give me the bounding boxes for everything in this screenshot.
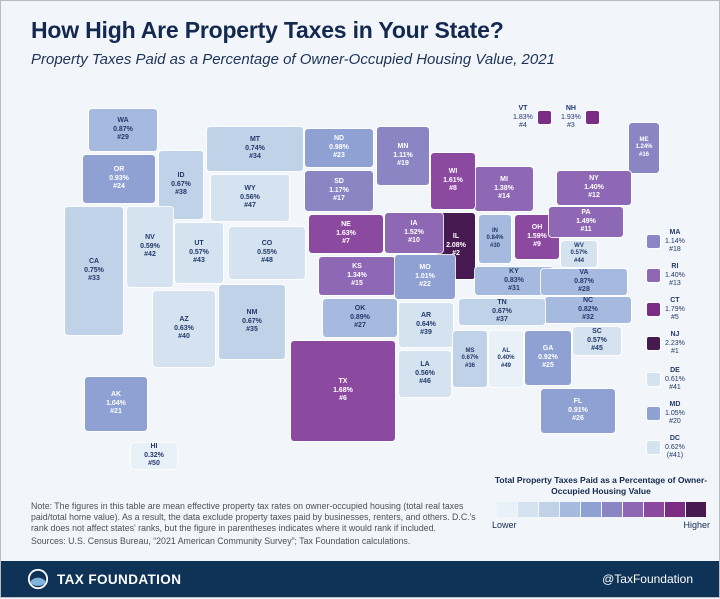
legend-swatch-5	[601, 502, 622, 517]
state-tile-AL: AL 0.40% #49	[489, 331, 523, 387]
state-tile-AR: AR 0.64% #39	[399, 303, 453, 347]
legend-swatch-3	[559, 502, 580, 517]
sources-text: Sources: U.S. Census Bureau, “2021 Ameri…	[31, 536, 411, 546]
state-tile-NC: NC 0.82% #32	[545, 297, 631, 323]
state-swatch-DC	[647, 441, 660, 455]
state-tile-NE: NE 1.63% #7	[309, 215, 383, 253]
state-tile-MI: MI 1.38% #14	[475, 167, 533, 211]
state-tile-KS: KS 1.34% #15	[319, 257, 395, 295]
state-tile-NM: NM 0.67% #35	[219, 285, 285, 359]
state-tile-GA: GA 0.92% #25	[525, 331, 571, 385]
legend-higher-label: Higher	[683, 520, 710, 530]
state-label-NH: NH 1.93% #3	[561, 105, 581, 129]
twitter-handle[interactable]: @TaxFoundation	[602, 572, 693, 586]
state-tile-OK: OK 0.89% #27	[323, 299, 397, 337]
state-tile-TX: TX 1.68% #6	[291, 341, 395, 441]
legend-swatch-1	[517, 502, 538, 517]
state-tile-ME: ME 1.24% #16	[629, 123, 659, 173]
state-swatch-MD	[647, 407, 660, 421]
state-callout-VT: VT 1.83% #4	[513, 105, 551, 131]
state-tile-MT: MT 0.74% #34	[207, 127, 303, 171]
legend-swatch-8	[664, 502, 685, 517]
state-callout-MA: MA 1.14% #18	[647, 229, 685, 255]
state-swatch-DE	[647, 373, 660, 387]
state-callout-NJ: NJ 2.23% #1	[647, 331, 685, 357]
footer-bar: TAX FOUNDATION @TaxFoundation	[1, 561, 719, 597]
state-callout-NH: NH 1.93% #3	[561, 105, 599, 131]
state-tile-AZ: AZ 0.63% #40	[153, 291, 215, 367]
state-label-NJ: NJ 2.23% #1	[665, 331, 685, 355]
state-callout-RI: RI 1.40% #13	[647, 263, 685, 289]
state-tile-KY: KY 0.83% #31	[475, 267, 553, 295]
page-title: How High Are Property Taxes in Your Stat…	[31, 17, 504, 43]
state-tile-FL: FL 0.91% #26	[541, 389, 615, 433]
state-swatch-RI	[647, 269, 660, 283]
legend-swatch-0	[496, 502, 517, 517]
state-tile-UT: UT 0.57% #43	[175, 223, 223, 283]
state-swatch-NJ	[647, 337, 660, 351]
state-tile-TN: TN 0.67% #37	[459, 299, 545, 325]
state-tile-PA: PA 1.49% #11	[549, 207, 623, 237]
state-label-CT: CT 1.79% #5	[665, 297, 685, 321]
legend: Total Property Taxes Paid as a Percentag…	[489, 475, 713, 530]
state-label-DC: DC 0.62% (#41)	[665, 435, 685, 459]
state-callout-DE: DE 0.61% #41	[647, 367, 685, 393]
state-tile-LA: LA 0.56% #46	[399, 351, 451, 397]
state-tile-HI: HI 0.32% #50	[131, 443, 177, 469]
state-tile-SC: SC 0.57% #45	[573, 327, 621, 355]
state-callout-MD: MD 1.05% #20	[647, 401, 685, 427]
state-tile-IA: IA 1.52% #10	[385, 213, 443, 253]
state-tile-SD: SD 1.17% #17	[305, 171, 373, 211]
taxfoundation-logo-icon	[27, 568, 49, 590]
state-label-RI: RI 1.40% #13	[665, 263, 685, 287]
state-label-DE: DE 0.61% #41	[665, 367, 685, 391]
state-swatch-VT	[537, 111, 551, 125]
state-tile-AK: AK 1.04% #21	[85, 377, 147, 431]
state-tile-CO: CO 0.55% #48	[229, 227, 305, 279]
state-swatch-NH	[585, 111, 599, 125]
state-tile-CA: CA 0.75% #33	[65, 207, 123, 335]
state-tile-WY: WY 0.56% #47	[211, 175, 289, 221]
state-tile-MO: MO 1.01% #22	[395, 255, 455, 299]
state-tile-MS: MS 0.67% #36	[453, 331, 487, 387]
state-callout-CT: CT 1.79% #5	[647, 297, 685, 323]
state-tile-NV: NV 0.59% #42	[127, 207, 173, 287]
legend-swatch-6	[622, 502, 643, 517]
brand-name: TAX FOUNDATION	[57, 571, 182, 587]
brand-lockup: TAX FOUNDATION	[27, 568, 181, 590]
state-tile-NY: NY 1.40% #12	[557, 171, 631, 205]
legend-swatch-2	[538, 502, 559, 517]
legend-swatch-4	[580, 502, 601, 517]
state-callout-DC: DC 0.62% (#41)	[647, 435, 685, 461]
page-subtitle: Property Taxes Paid as a Percentage of O…	[31, 51, 555, 68]
state-tile-IN: IN 0.84% #30	[479, 215, 511, 263]
state-tile-ID: ID 0.67% #38	[159, 151, 203, 219]
legend-lower-label: Lower	[492, 520, 517, 530]
state-tile-WV: WV 0.57% #44	[561, 241, 597, 267]
note-block: Note: The figures in this table are mean…	[31, 501, 479, 547]
state-label-MA: MA 1.14% #18	[665, 229, 685, 253]
state-swatch-CT	[647, 303, 660, 317]
legend-title: Total Property Taxes Paid as a Percentag…	[494, 475, 708, 496]
state-tile-OR: OR 0.93% #24	[83, 155, 155, 203]
state-tile-ND: ND 0.98% #23	[305, 129, 373, 167]
state-tile-WI: WI 1.61% #8	[431, 153, 475, 209]
note-text: Note: The figures in this table are mean…	[31, 501, 476, 533]
state-swatch-MA	[647, 235, 660, 249]
legend-swatch-9	[685, 502, 706, 517]
state-label-MD: MD 1.05% #20	[665, 401, 685, 425]
legend-swatch-7	[643, 502, 664, 517]
state-label-VT: VT 1.83% #4	[513, 105, 533, 129]
state-tile-MN: MN 1.11% #19	[377, 127, 429, 185]
state-tile-VA: VA 0.87% #28	[541, 269, 627, 295]
legend-color-scale	[489, 502, 713, 517]
state-tile-WA: WA 0.87% #29	[89, 109, 157, 151]
